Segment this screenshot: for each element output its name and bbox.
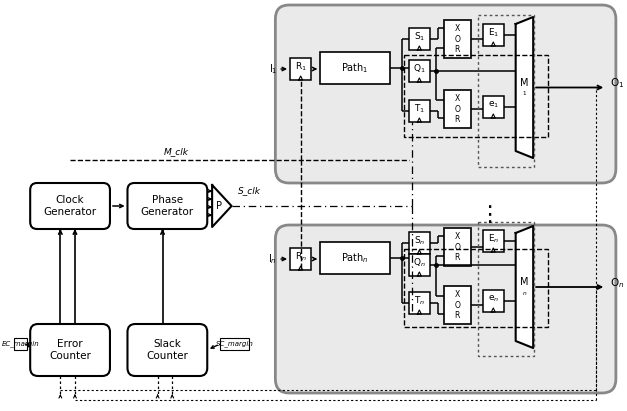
- Text: e$_1$: e$_1$: [488, 100, 499, 110]
- FancyBboxPatch shape: [275, 5, 616, 183]
- Text: T$_n$: T$_n$: [414, 295, 425, 307]
- Bar: [409, 254, 430, 276]
- Text: Q$_1$: Q$_1$: [413, 63, 426, 75]
- Text: Path$_n$: Path$_n$: [341, 251, 369, 265]
- Bar: [290, 248, 312, 270]
- FancyBboxPatch shape: [30, 324, 110, 376]
- Text: SC_margin: SC_margin: [216, 341, 253, 347]
- Polygon shape: [515, 17, 533, 158]
- Bar: [444, 20, 471, 58]
- Text: E$_1$: E$_1$: [488, 27, 499, 39]
- Bar: [478, 15, 534, 167]
- Text: E$_n$: E$_n$: [488, 233, 499, 245]
- Bar: [444, 228, 471, 266]
- FancyBboxPatch shape: [275, 225, 616, 393]
- Text: R$_1$: R$_1$: [295, 61, 307, 73]
- Text: M: M: [520, 277, 529, 287]
- Text: ⋮: ⋮: [478, 205, 500, 225]
- Text: X
O
R: X O R: [455, 94, 460, 124]
- FancyBboxPatch shape: [127, 183, 208, 229]
- Text: T$_1$: T$_1$: [414, 103, 425, 115]
- Text: O$_1$: O$_1$: [610, 76, 624, 90]
- Bar: [483, 230, 504, 252]
- Text: S_clk: S_clk: [238, 187, 261, 196]
- Bar: [409, 100, 430, 122]
- Text: S$_n$: S$_n$: [414, 235, 425, 247]
- Bar: [409, 60, 430, 82]
- Text: X
O
R: X O R: [455, 290, 460, 320]
- Text: Slack
Counter: Slack Counter: [147, 339, 188, 361]
- Text: Path$_1$: Path$_1$: [341, 61, 369, 75]
- Text: S$_1$: S$_1$: [414, 31, 425, 43]
- Text: X
O
R: X O R: [455, 232, 460, 262]
- Bar: [14, 338, 27, 350]
- Bar: [404, 55, 548, 137]
- Bar: [320, 242, 390, 274]
- Text: R$_n$: R$_n$: [295, 251, 307, 263]
- Bar: [483, 290, 504, 312]
- Bar: [290, 58, 312, 80]
- Bar: [409, 28, 430, 50]
- Bar: [409, 232, 430, 254]
- Polygon shape: [212, 185, 231, 227]
- Text: I$_1$: I$_1$: [269, 62, 277, 76]
- Text: Clock
Generator: Clock Generator: [43, 195, 97, 217]
- Text: M_clk: M_clk: [164, 148, 189, 157]
- Bar: [320, 52, 390, 84]
- Text: I$_n$: I$_n$: [268, 252, 277, 266]
- Text: X
O
R: X O R: [455, 24, 460, 54]
- Bar: [483, 96, 504, 118]
- Polygon shape: [515, 226, 533, 348]
- Bar: [409, 292, 430, 314]
- FancyBboxPatch shape: [30, 183, 110, 229]
- Bar: [220, 338, 249, 350]
- Text: $_1$: $_1$: [522, 89, 527, 98]
- Text: M: M: [520, 78, 529, 88]
- Text: $_n$: $_n$: [522, 289, 527, 298]
- Text: e$_n$: e$_n$: [488, 294, 499, 304]
- Bar: [478, 222, 534, 356]
- Bar: [483, 24, 504, 46]
- Text: Phase
Generator: Phase Generator: [141, 195, 194, 217]
- Text: P: P: [216, 201, 222, 211]
- Bar: [444, 90, 471, 128]
- Text: EC_margin: EC_margin: [2, 341, 40, 347]
- FancyBboxPatch shape: [127, 324, 208, 376]
- Text: Q$_n$: Q$_n$: [413, 257, 426, 269]
- Text: O$_n$: O$_n$: [610, 276, 624, 290]
- Text: Error
Counter: Error Counter: [49, 339, 91, 361]
- Bar: [444, 286, 471, 324]
- Bar: [404, 249, 548, 327]
